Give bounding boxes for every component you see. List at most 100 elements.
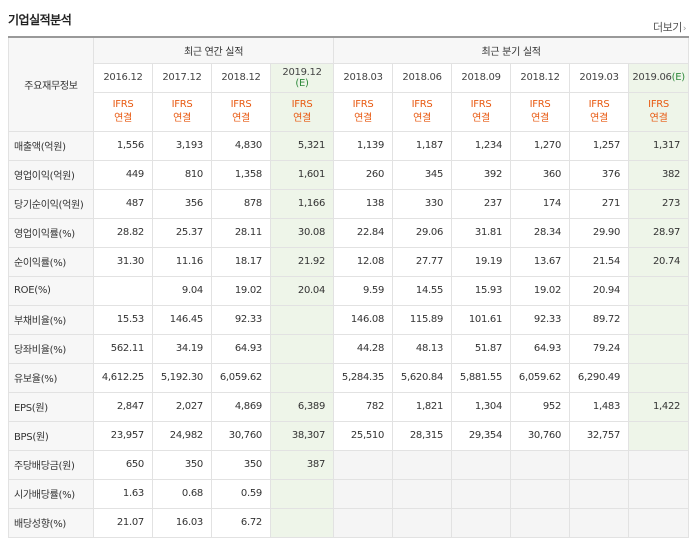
table-cell: 15.53	[93, 304, 153, 335]
table-cell: 19.02	[510, 275, 571, 306]
annual-header: 최근 연간 실적	[92, 36, 335, 64]
table-row: 배당성향(%) 21.07 16.03 6.72	[8, 507, 690, 538]
table-cell: 29.90	[569, 217, 630, 248]
table-row: 매출액(억원) 1,556 3,193 4,830 5,321 1,139 1,187 1,2…	[8, 130, 690, 161]
table-cell: 5,321	[269, 130, 335, 161]
table-cell: 146.45	[152, 304, 212, 335]
ifrs-label: IFRS	[291, 98, 313, 110]
table-cell: 1,317	[628, 130, 690, 161]
table-cell: 4,612.25	[93, 362, 153, 393]
ifrs-badge: IFRS 연결	[392, 91, 453, 132]
row-label: 유보율(%)	[8, 362, 94, 393]
table-cell: 5,284.35	[333, 362, 394, 393]
table-cell: 1,270	[510, 130, 571, 161]
ifrs-label: IFRS	[588, 98, 610, 110]
row-label-header: 주요재무정보	[8, 36, 94, 132]
table-cell: 30,760	[510, 420, 571, 451]
ifrs-badge: IFRS 연결	[211, 91, 271, 132]
table-cell: 1,166	[269, 188, 335, 219]
table-row: 당기순이익(억원) 487 356 878 1,166 138 330 237 174 271 27…	[8, 188, 690, 219]
table-row: 순이익률(%) 31.30 11.16 18.17 21.92 12.08 27.77 19.…	[8, 246, 690, 277]
ifrs-badge: IFRS 연결	[510, 91, 571, 132]
table-cell	[569, 478, 630, 509]
table-cell: 330	[392, 188, 453, 219]
table-cell: 350	[152, 449, 212, 480]
table-cell	[628, 507, 690, 538]
table-cell: 271	[569, 188, 630, 219]
table-row: 영업이익(억원) 449 810 1,358 1,601 260 345 392 360 376 3…	[8, 159, 690, 190]
table-cell: 487	[93, 188, 153, 219]
table-cell: 6,059.62	[211, 362, 271, 393]
table-cell: 782	[333, 391, 394, 422]
table-cell: 4,830	[211, 130, 271, 161]
table-cell: 2,847	[93, 391, 153, 422]
table-cell: 30,760	[211, 420, 271, 451]
table-cell: 810	[152, 159, 212, 190]
period-label: 2019.06	[632, 72, 672, 83]
table-cell: 273	[628, 188, 690, 219]
table-cell	[569, 507, 630, 538]
table-cell: 878	[211, 188, 271, 219]
table-cell: 23,957	[93, 420, 153, 451]
table-cell: 51.87	[451, 333, 512, 364]
period-header: 2018.12	[211, 62, 271, 93]
table-cell: 89.72	[569, 304, 630, 335]
table-cell: 31.30	[93, 246, 153, 277]
row-label: 배당성향(%)	[8, 507, 94, 538]
table-cell: 1,601	[269, 159, 335, 190]
table-cell: 18.17	[211, 246, 271, 277]
table-row: 부채비율(%) 15.53 146.45 92.33 146.08 115.89 101.6…	[8, 304, 690, 335]
row-label: 시가배당률(%)	[8, 478, 94, 509]
table-cell: 5,881.55	[451, 362, 512, 393]
table-cell: 382	[628, 159, 690, 190]
table-cell: 92.33	[510, 304, 571, 335]
table-cell: 27.77	[392, 246, 453, 277]
table-cell: 3,193	[152, 130, 212, 161]
ifrs-badge: IFRS 연결	[451, 91, 512, 132]
period-label: 2018.12	[520, 72, 560, 83]
table-cell: 449	[93, 159, 153, 190]
ifrs-label: IFRS	[411, 98, 433, 110]
table-cell: 44.28	[333, 333, 394, 364]
period-label: 2017.12	[162, 72, 202, 83]
ifrs-label: IFRS	[230, 98, 252, 110]
table-cell: 174	[510, 188, 571, 219]
ifrs-badge: IFRS 연결	[152, 91, 212, 132]
table-cell: 115.89	[392, 304, 453, 335]
ifrs-label: IFRS	[648, 98, 669, 110]
consolidated-label: 연결	[173, 112, 191, 124]
table-cell	[269, 362, 335, 393]
table-cell: 64.93	[211, 333, 271, 364]
ifrs-badge: IFRS 연결	[269, 91, 335, 132]
table-cell: 1,139	[333, 130, 394, 161]
table-cell: 1,556	[93, 130, 153, 161]
table-cell	[569, 449, 630, 480]
table-row: 시가배당률(%) 1.63 0.68 0.59	[8, 478, 690, 509]
table-cell: 20.04	[269, 275, 335, 306]
more-link[interactable]: 더보기›	[653, 19, 687, 35]
table-row: BPS(원) 23,957 24,982 30,760 38,307 25,510 28,3…	[8, 420, 690, 451]
table-cell: 15.93	[451, 275, 512, 306]
row-label: 영업이익(억원)	[8, 159, 94, 190]
ifrs-label: IFRS	[112, 98, 134, 110]
table-cell: 11.16	[152, 246, 212, 277]
consolidated-label: 연결	[354, 112, 372, 124]
table-cell	[628, 362, 690, 393]
table-cell	[392, 507, 453, 538]
table-cell	[628, 275, 690, 306]
table-cell: 16.03	[152, 507, 212, 538]
period-header: 2019.06(E)	[628, 62, 690, 93]
table-cell	[628, 420, 690, 451]
table-row: EPS(원) 2,847 2,027 4,869 6,389 782 1,821 1,304 9…	[8, 391, 690, 422]
more-label[interactable]: 더보기	[653, 21, 682, 34]
period-header: 2017.12	[152, 62, 212, 93]
table-cell: 4,869	[211, 391, 271, 422]
table-cell	[628, 304, 690, 335]
table-cell: 21.54	[569, 246, 630, 277]
consolidated-label: 연결	[413, 112, 431, 124]
table-cell: 1,187	[392, 130, 453, 161]
table-cell: 6.72	[211, 507, 271, 538]
period-header: 2016.12	[93, 62, 153, 93]
row-label: 순이익률(%)	[8, 246, 94, 277]
period-label: 2018.06	[402, 72, 442, 83]
